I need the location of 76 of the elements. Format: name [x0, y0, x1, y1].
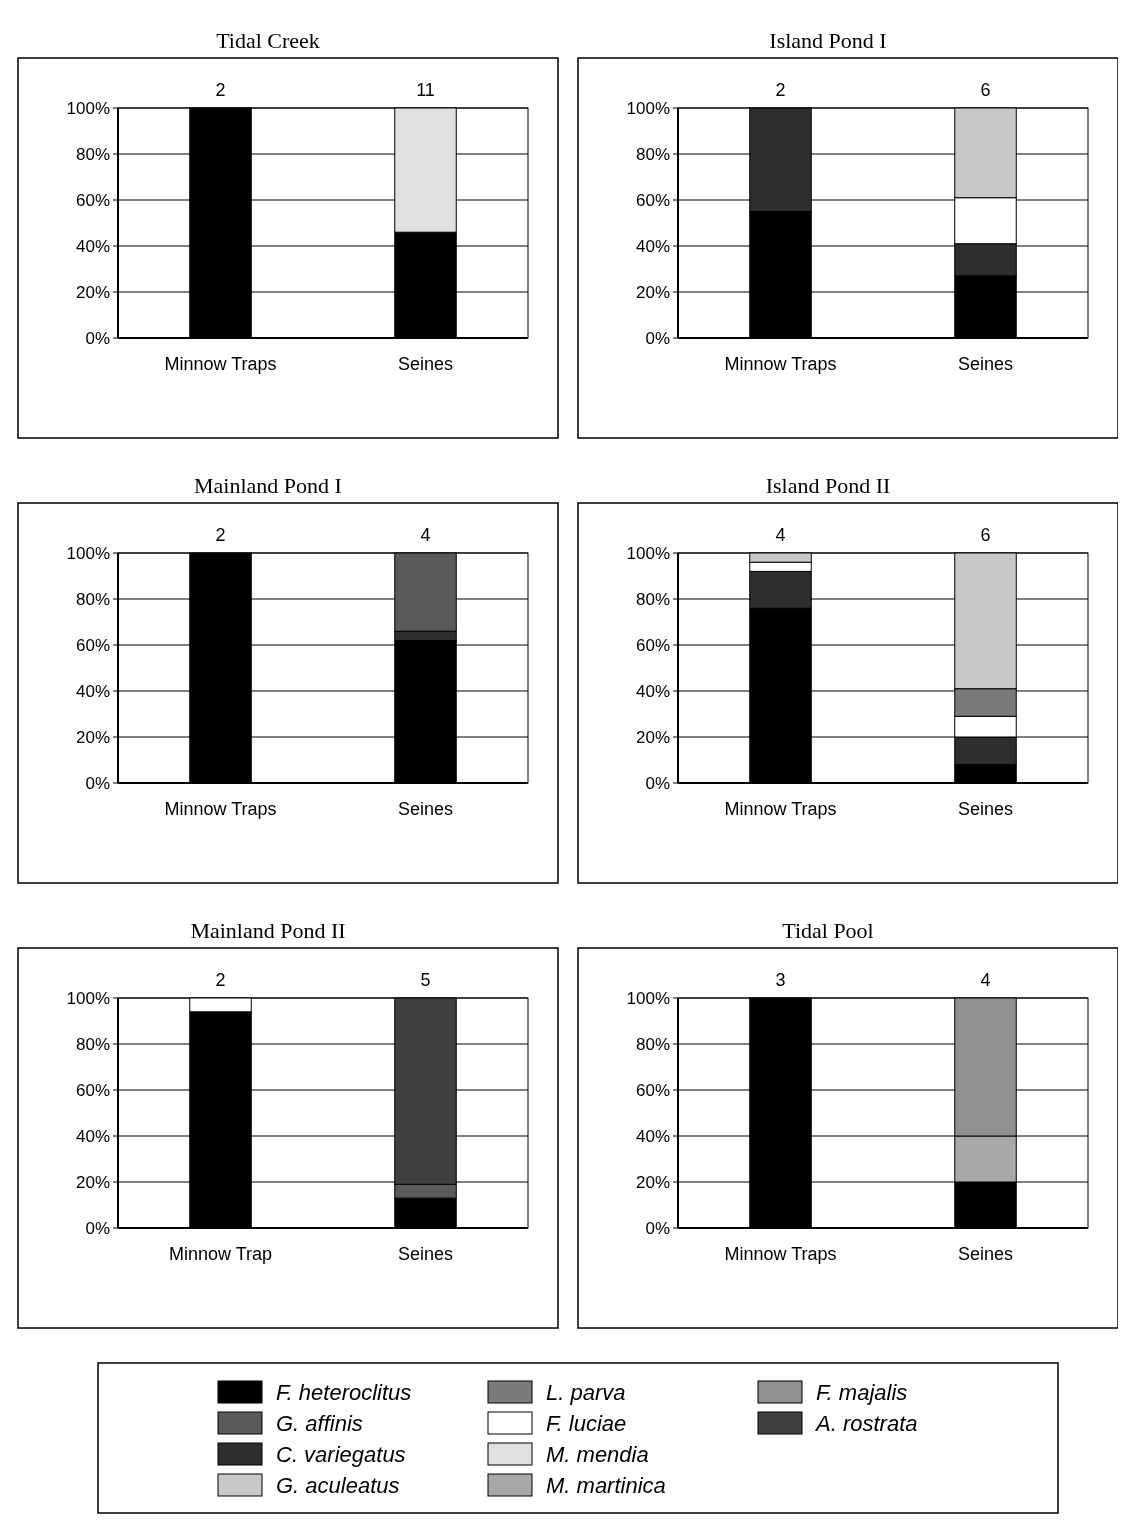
- y-tick-label: 80%: [75, 1034, 110, 1054]
- x-tick-label: Seines: [397, 354, 454, 374]
- y-tick-label: 100%: [66, 988, 110, 1008]
- chart-title: Mainland Pond I: [194, 473, 342, 498]
- x-tick-label: Seines: [397, 1244, 454, 1264]
- y-tick-label: 0%: [645, 1218, 670, 1238]
- y-tick-label: 40%: [635, 236, 670, 256]
- chart-title: Island Pond II: [765, 473, 891, 498]
- y-tick-label: 100%: [626, 543, 670, 563]
- y-tick-label: 40%: [75, 1126, 110, 1146]
- y-tick-label: 0%: [85, 328, 110, 348]
- y-tick-label: 20%: [75, 1172, 110, 1192]
- y-tick-label: 20%: [635, 1172, 670, 1192]
- legend-label: M. mendia: [546, 1441, 649, 1467]
- y-tick-label: 40%: [75, 681, 110, 701]
- x-tick-label: Minnow Traps: [724, 1244, 837, 1264]
- x-tick-label: Minnow Traps: [724, 799, 837, 819]
- legend-label: F. luciae: [546, 1410, 627, 1436]
- legend-label: M. martinica: [546, 1472, 666, 1498]
- legend-label: G. aculeatus: [276, 1472, 400, 1498]
- y-tick-label: 0%: [85, 1218, 110, 1238]
- x-tick-label: Seines: [957, 799, 1014, 819]
- legend-label: C. variegatus: [276, 1441, 406, 1467]
- y-tick-label: 60%: [635, 635, 670, 655]
- chart-title: Mainland Pond II: [190, 918, 346, 943]
- annotation: 2: [215, 970, 226, 990]
- y-tick-label: 40%: [635, 681, 670, 701]
- x-tick-label: Minnow Trap: [168, 1244, 273, 1264]
- annotation: 2: [775, 80, 786, 100]
- annotation: 6: [980, 80, 991, 100]
- y-tick-label: 60%: [635, 190, 670, 210]
- y-tick-label: 80%: [75, 589, 110, 609]
- legend-label: F. majalis: [816, 1379, 908, 1405]
- x-tick-label: Minnow Traps: [164, 799, 277, 819]
- y-tick-label: 100%: [66, 98, 110, 118]
- chart-title: Tidal Creek: [216, 28, 320, 53]
- x-tick-label: Minnow Traps: [164, 354, 277, 374]
- annotation: 5: [420, 970, 431, 990]
- annotation: 4: [420, 525, 431, 545]
- y-tick-label: 20%: [75, 727, 110, 747]
- y-tick-label: 80%: [75, 144, 110, 164]
- y-tick-label: 20%: [635, 282, 670, 302]
- y-tick-label: 60%: [75, 635, 110, 655]
- y-tick-label: 80%: [635, 1034, 670, 1054]
- legend-label: L. parva: [546, 1379, 626, 1405]
- y-tick-label: 80%: [635, 144, 670, 164]
- y-tick-label: 60%: [75, 1080, 110, 1100]
- x-tick-label: Minnow Traps: [724, 354, 837, 374]
- annotation: 11: [416, 80, 435, 100]
- y-tick-label: 0%: [645, 328, 670, 348]
- y-tick-label: 0%: [645, 773, 670, 793]
- y-tick-label: 80%: [635, 589, 670, 609]
- y-tick-label: 60%: [635, 1080, 670, 1100]
- annotation: 3: [775, 970, 786, 990]
- legend-label: A. rostrata: [814, 1410, 918, 1436]
- chart-title: Island Pond I: [769, 28, 887, 53]
- annotation: 2: [215, 80, 226, 100]
- annotation: 4: [775, 525, 786, 545]
- x-tick-label: Seines: [397, 799, 454, 819]
- y-tick-label: 40%: [635, 1126, 670, 1146]
- annotation: 4: [980, 970, 991, 990]
- y-tick-label: 100%: [626, 98, 670, 118]
- annotation: 6: [980, 525, 991, 545]
- x-tick-label: Seines: [957, 354, 1014, 374]
- y-tick-label: 20%: [75, 282, 110, 302]
- legend-label: G. affinis: [276, 1410, 363, 1436]
- y-tick-label: 20%: [635, 727, 670, 747]
- annotation: 2: [215, 525, 226, 545]
- y-tick-label: 60%: [75, 190, 110, 210]
- y-tick-label: 100%: [66, 543, 110, 563]
- chart-title: Tidal Pool: [782, 918, 874, 943]
- legend-label: F. heteroclitus: [276, 1379, 412, 1405]
- y-tick-label: 100%: [626, 988, 670, 1008]
- y-tick-label: 40%: [75, 236, 110, 256]
- y-tick-label: 0%: [85, 773, 110, 793]
- x-tick-label: Seines: [957, 1244, 1014, 1264]
